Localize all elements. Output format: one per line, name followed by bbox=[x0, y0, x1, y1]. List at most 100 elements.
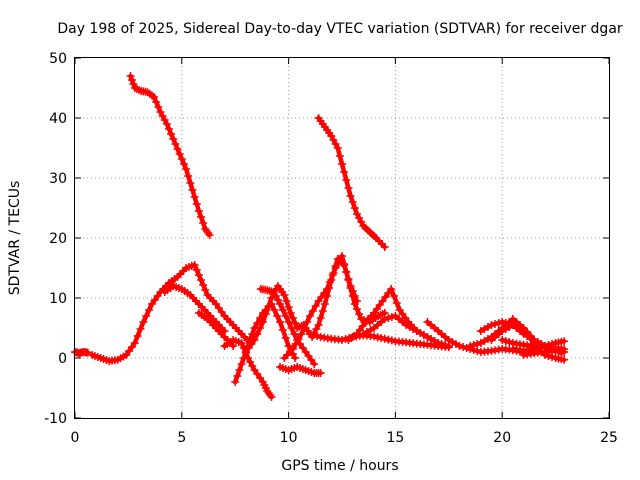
data-point bbox=[190, 193, 199, 201]
data-point bbox=[288, 314, 297, 322]
x-tick-label: 0 bbox=[71, 430, 80, 446]
data-point bbox=[314, 321, 323, 329]
data-point bbox=[318, 307, 327, 315]
data-point bbox=[297, 330, 306, 338]
data-point bbox=[466, 342, 475, 350]
data-point bbox=[281, 312, 290, 320]
data-point bbox=[380, 315, 389, 323]
data-point bbox=[175, 150, 184, 158]
data-point bbox=[264, 302, 273, 310]
data-point bbox=[459, 343, 468, 351]
data-point bbox=[344, 275, 353, 283]
y-tick-label: 50 bbox=[49, 51, 67, 67]
data-point bbox=[441, 341, 450, 349]
x-axis-label: GPS time / hours bbox=[281, 458, 398, 474]
data-point bbox=[231, 378, 240, 386]
data-point bbox=[171, 140, 180, 148]
data-point bbox=[261, 310, 270, 318]
data-point bbox=[387, 313, 396, 321]
data-point bbox=[329, 269, 338, 277]
data-point bbox=[389, 292, 398, 300]
data-point bbox=[197, 213, 206, 221]
data-point bbox=[305, 330, 314, 338]
data-point bbox=[177, 155, 186, 163]
data-point bbox=[384, 314, 393, 322]
x-tick-label: 15 bbox=[386, 430, 404, 446]
data-point bbox=[278, 326, 287, 334]
y-tick-label: 20 bbox=[49, 231, 67, 247]
series-arc-02 bbox=[314, 114, 389, 251]
data-point bbox=[253, 319, 262, 327]
data-point bbox=[194, 207, 203, 215]
data-point bbox=[136, 325, 145, 333]
data-point bbox=[152, 98, 161, 106]
x-tick-label: 25 bbox=[600, 430, 618, 446]
data-point bbox=[342, 268, 351, 276]
data-point bbox=[287, 324, 296, 332]
series-arc-17 bbox=[423, 318, 528, 356]
data-point bbox=[201, 286, 210, 294]
series-arc-23 bbox=[519, 346, 569, 359]
data-point bbox=[290, 330, 299, 338]
data-point bbox=[194, 271, 203, 279]
data-point bbox=[139, 318, 148, 326]
data-point bbox=[491, 320, 500, 328]
data-point bbox=[199, 281, 208, 289]
data-point bbox=[308, 307, 317, 315]
data-point bbox=[333, 144, 342, 152]
data-point bbox=[253, 330, 262, 338]
series-arc-22 bbox=[508, 337, 569, 355]
data-point bbox=[282, 297, 291, 305]
data-point bbox=[560, 337, 569, 346]
data-point bbox=[284, 303, 293, 311]
data-point bbox=[350, 204, 359, 212]
data-point bbox=[192, 266, 201, 274]
data-point bbox=[276, 300, 285, 308]
data-point bbox=[469, 341, 478, 349]
data-point bbox=[83, 348, 92, 357]
data-point bbox=[258, 318, 267, 326]
data-point bbox=[267, 393, 276, 401]
data-point bbox=[127, 76, 136, 84]
data-point bbox=[384, 335, 393, 344]
x-tick-label: 10 bbox=[280, 430, 298, 446]
data-point bbox=[286, 309, 295, 317]
data-point bbox=[473, 340, 482, 348]
data-point bbox=[501, 337, 510, 345]
data-point bbox=[235, 366, 244, 374]
data-point bbox=[338, 160, 346, 168]
data-point bbox=[303, 318, 312, 326]
data-point bbox=[281, 334, 290, 342]
data-point bbox=[380, 243, 389, 251]
y-tick-label: 40 bbox=[49, 111, 67, 127]
data-point bbox=[331, 262, 340, 270]
series-line bbox=[316, 115, 387, 250]
data-point bbox=[348, 198, 357, 206]
data-point bbox=[340, 261, 349, 269]
data-point bbox=[270, 306, 279, 314]
data-point bbox=[342, 176, 351, 184]
data-point bbox=[346, 192, 355, 200]
data-point bbox=[233, 372, 242, 380]
data-point bbox=[387, 336, 396, 345]
data-point bbox=[346, 282, 355, 290]
data-point bbox=[291, 319, 300, 327]
data-point bbox=[192, 200, 201, 208]
data-point bbox=[377, 334, 386, 342]
data-point bbox=[150, 93, 159, 101]
data-point bbox=[323, 292, 332, 300]
data-point bbox=[186, 179, 195, 187]
data-point bbox=[184, 172, 193, 180]
data-point bbox=[199, 219, 208, 227]
grid bbox=[75, 58, 609, 418]
data-point bbox=[237, 360, 246, 368]
data-point bbox=[291, 340, 300, 348]
data-point bbox=[294, 335, 303, 343]
data-point bbox=[190, 261, 199, 269]
data-point bbox=[350, 292, 359, 300]
data-point bbox=[340, 168, 349, 176]
data-point bbox=[380, 334, 389, 343]
y-tick-label: 0 bbox=[58, 351, 67, 367]
data-point bbox=[182, 165, 191, 173]
data-point bbox=[352, 305, 361, 313]
